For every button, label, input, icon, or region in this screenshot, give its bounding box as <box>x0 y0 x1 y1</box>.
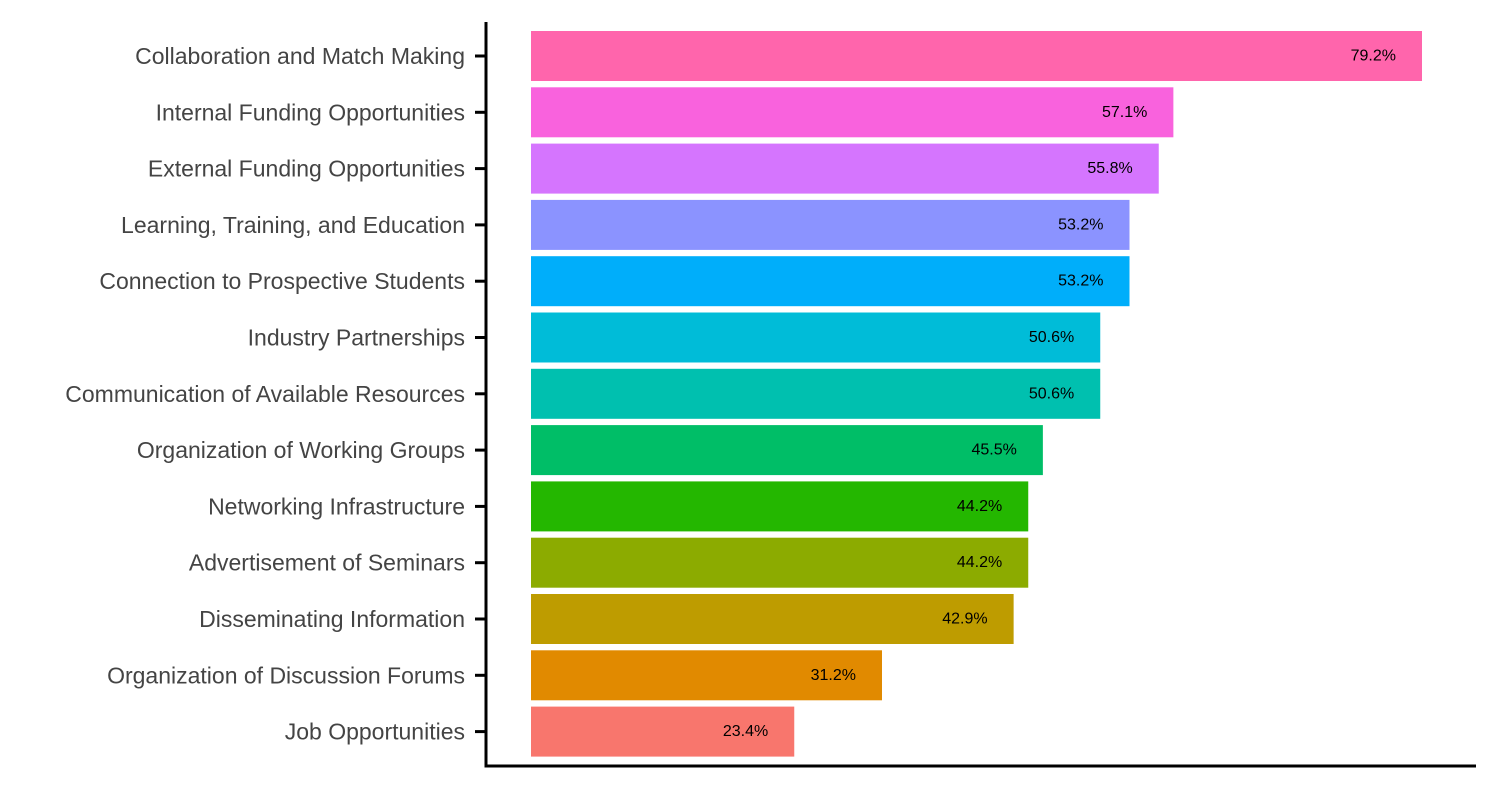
category-label: Learning, Training, and Education <box>121 212 465 238</box>
bar <box>531 481 1029 532</box>
bar <box>531 706 795 757</box>
bar <box>531 368 1101 419</box>
value-label: 42.9% <box>942 611 987 628</box>
y-axis-ticks <box>475 54 486 734</box>
value-label: 44.2% <box>957 554 1002 571</box>
bar <box>531 312 1101 363</box>
category-label: Industry Partnerships <box>248 325 465 351</box>
value-label: 44.2% <box>957 498 1002 515</box>
category-label: Connection to Prospective Students <box>99 268 465 294</box>
bar <box>531 143 1159 194</box>
bar <box>531 650 882 701</box>
bar <box>531 537 1029 588</box>
bar <box>531 31 1422 81</box>
category-label: Internal Funding Opportunities <box>156 99 465 125</box>
bar <box>531 199 1130 250</box>
value-label: 79.2% <box>1351 48 1396 65</box>
bar <box>531 256 1130 307</box>
category-label: Collaboration and Match Making <box>135 43 465 69</box>
bar <box>531 425 1043 476</box>
value-label: 50.6% <box>1029 329 1074 346</box>
category-label: Networking Infrastructure <box>208 493 465 519</box>
value-label: 50.6% <box>1029 385 1074 402</box>
bar <box>531 87 1174 138</box>
value-label: 23.4% <box>723 723 768 740</box>
value-labels: 79.2% 57.1% 55.8% 53.2% 53.2% 50.6% 50.6% 45.5%… <box>723 48 1396 741</box>
category-label: Communication of Available Resources <box>65 381 465 407</box>
category-label: Organization of Working Groups <box>137 437 465 463</box>
bar <box>531 594 1014 644</box>
category-label: Organization of Discussion Forums <box>107 662 465 688</box>
value-label: 57.1% <box>1102 104 1147 121</box>
category-label: External Funding Opportunities <box>148 156 465 182</box>
bars-layer <box>531 31 1422 757</box>
category-labels: Collaboration and Match Making Internal F… <box>65 43 465 745</box>
category-label: Advertisement of Seminars <box>189 550 465 576</box>
value-label: 53.2% <box>1058 216 1103 233</box>
category-label: Job Opportunities <box>285 719 465 745</box>
value-label: 31.2% <box>811 667 856 684</box>
value-label: 53.2% <box>1058 273 1103 290</box>
category-label: Disseminating Information <box>199 606 465 632</box>
value-label: 55.8% <box>1087 160 1132 177</box>
value-label: 45.5% <box>972 442 1017 459</box>
